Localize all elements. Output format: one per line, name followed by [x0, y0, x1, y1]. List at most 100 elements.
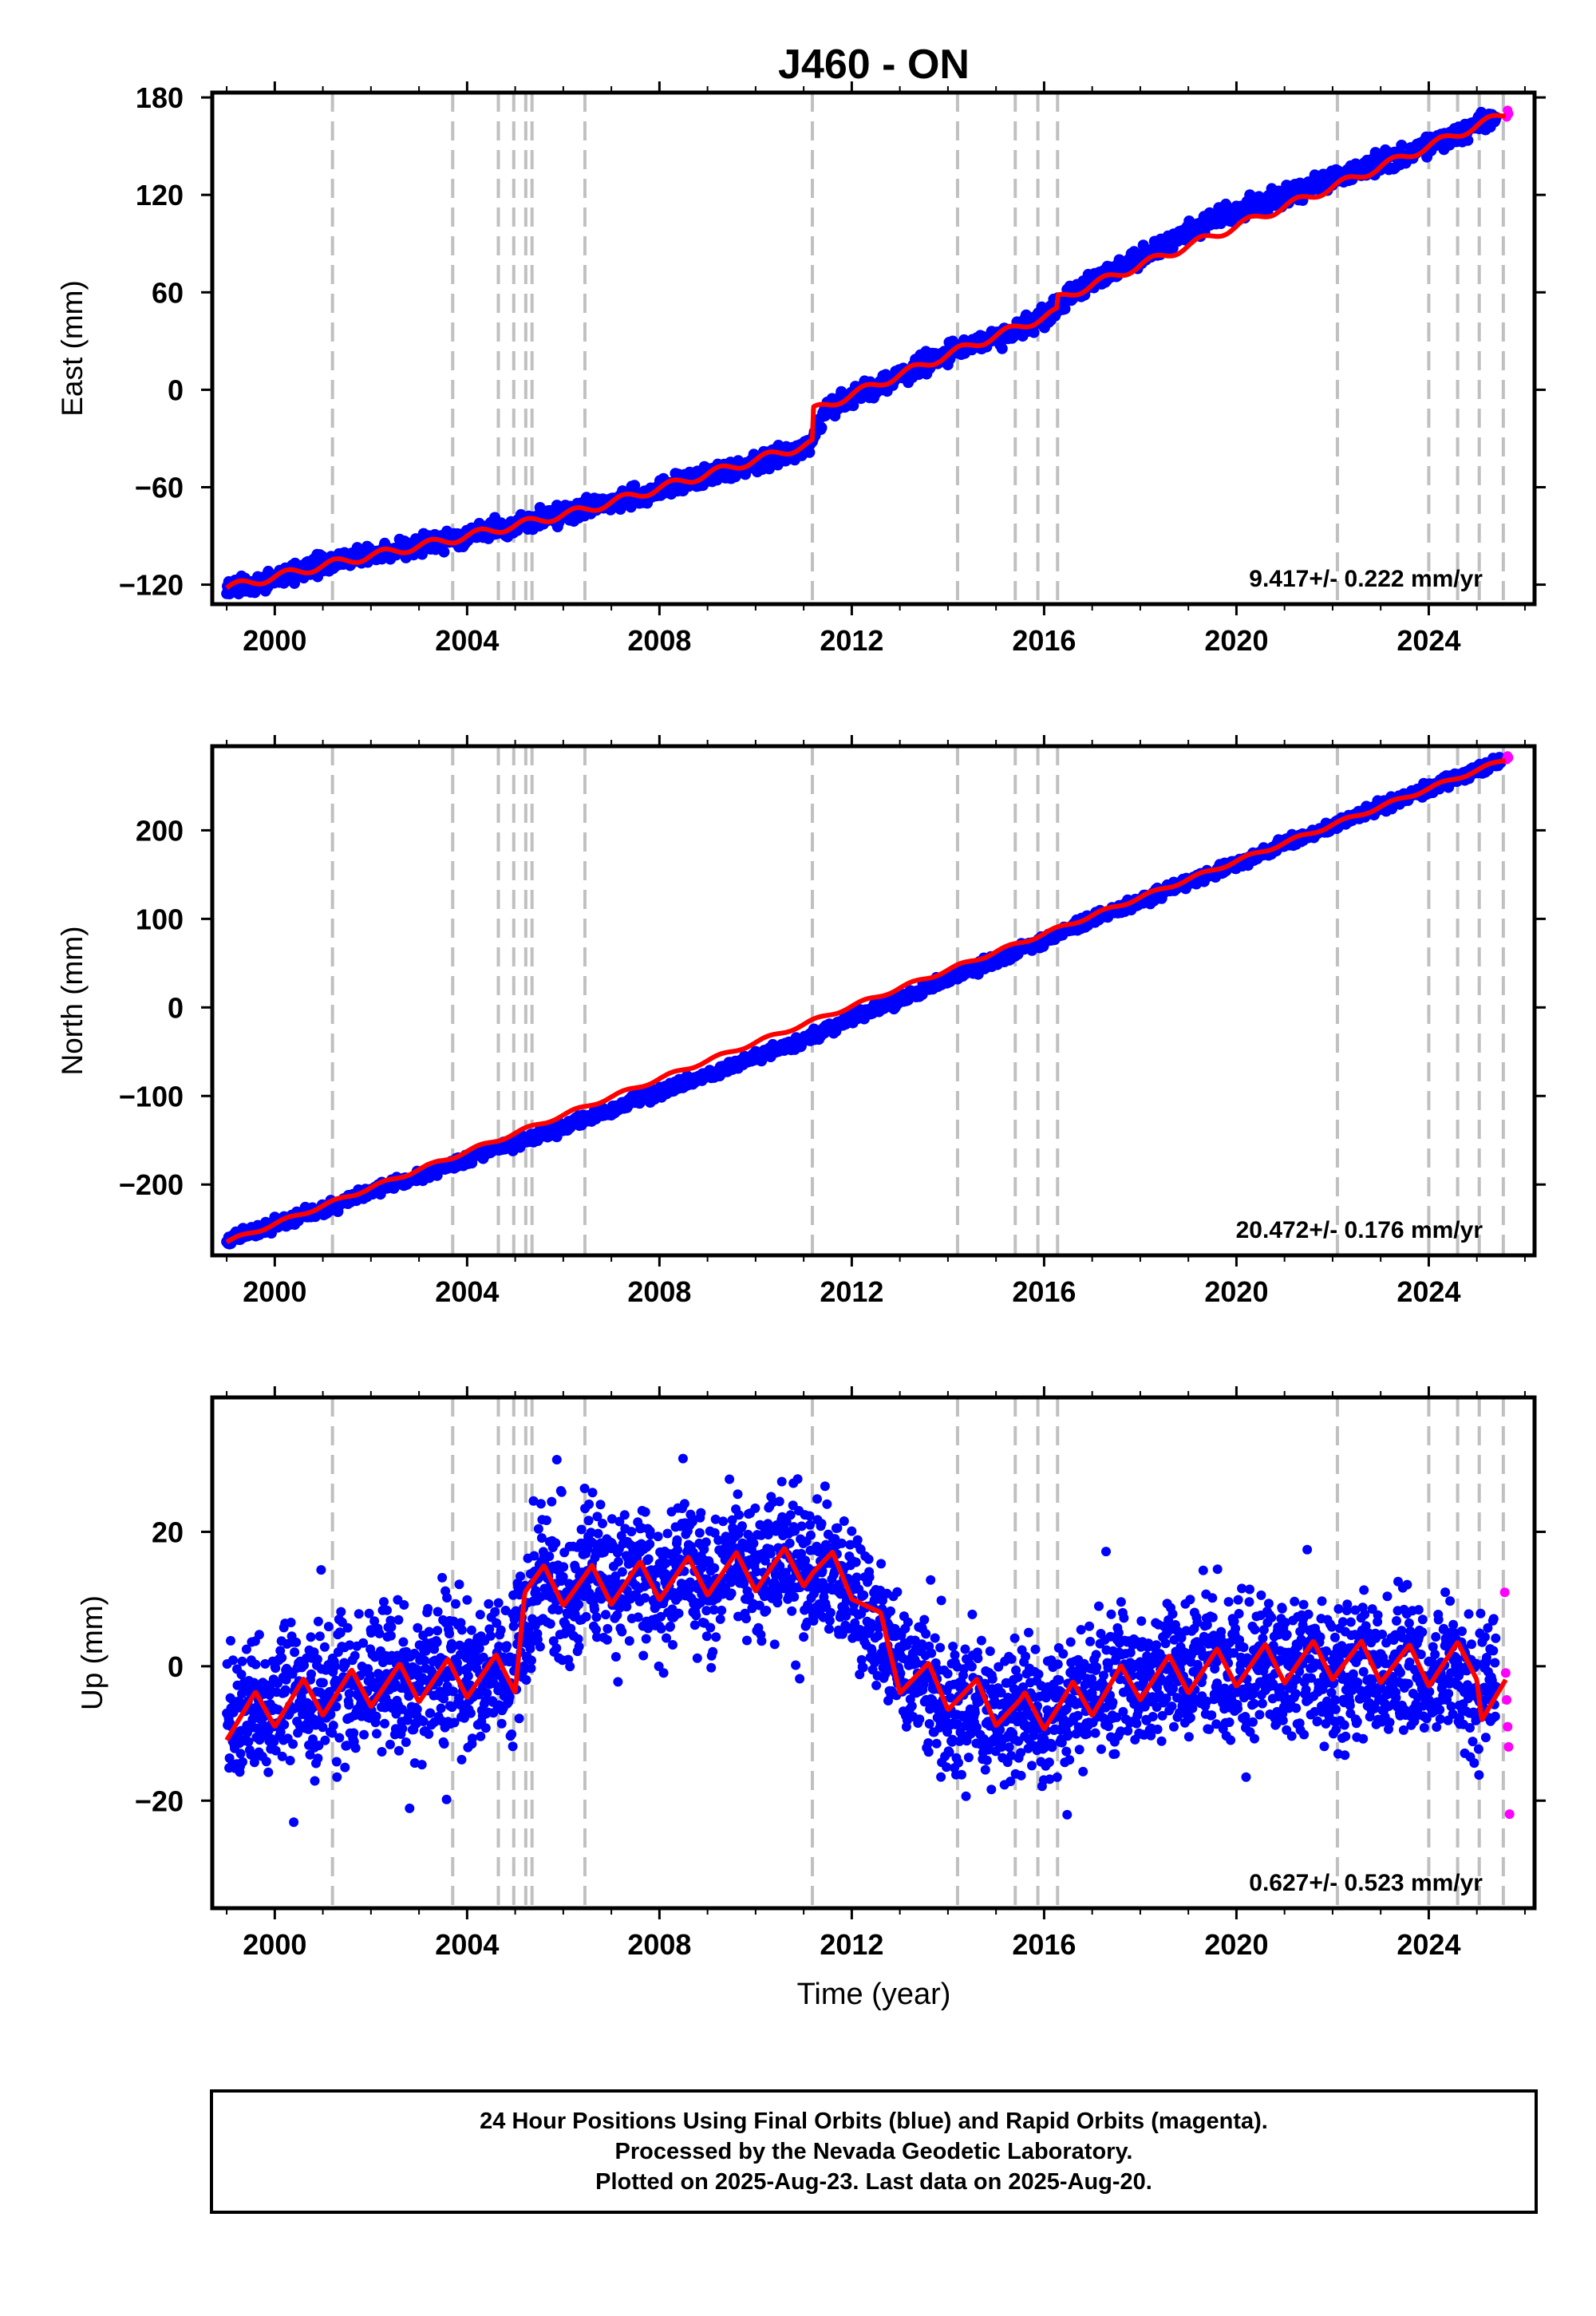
final-orbit-point — [350, 1650, 360, 1661]
final-orbit-point — [502, 1641, 512, 1651]
final-orbit-point — [313, 1616, 323, 1626]
final-orbit-point — [533, 1524, 543, 1534]
final-orbit-point — [277, 1751, 287, 1761]
final-orbit-point — [261, 1757, 271, 1767]
final-orbit-point — [640, 1507, 650, 1517]
final-orbit-point — [456, 1754, 467, 1765]
chart-title: J460 - ON — [778, 41, 970, 88]
final-orbit-point — [454, 1579, 464, 1590]
final-orbit-point — [289, 1817, 299, 1828]
final-orbit-point — [1396, 140, 1408, 151]
final-orbit-point — [442, 1593, 452, 1603]
final-orbit-point — [398, 1637, 409, 1647]
final-orbit-point — [581, 1611, 591, 1622]
final-orbit-point — [638, 1650, 649, 1661]
final-orbit-point — [441, 1794, 452, 1804]
final-orbit-point — [271, 1663, 281, 1674]
final-orbit-point — [401, 1737, 411, 1747]
final-orbit-point — [423, 1603, 433, 1614]
y-axis-label: East (mm) — [56, 280, 89, 417]
plot-area — [221, 751, 1514, 1250]
y-tick-label: 60 — [152, 276, 184, 309]
final-orbit-point — [516, 1571, 525, 1582]
x-tick-label: 2020 — [1204, 1275, 1268, 1308]
final-orbit-point — [595, 1500, 606, 1510]
final-orbit-point — [662, 1528, 673, 1539]
final-orbit-point — [285, 1756, 295, 1765]
final-orbit-point — [293, 1728, 303, 1738]
final-orbit-point — [816, 422, 828, 433]
final-orbit-point — [547, 1496, 557, 1507]
final-orbit-point — [485, 1630, 496, 1641]
final-orbit-point — [613, 1556, 623, 1567]
final-orbit-point — [417, 1760, 427, 1770]
x-tick-label: 2024 — [1396, 1275, 1460, 1308]
final-orbit-point — [475, 1610, 485, 1620]
final-orbit-point — [330, 1661, 340, 1671]
final-orbit-point — [243, 1737, 254, 1747]
final-orbit-point — [619, 1510, 630, 1520]
model-line — [225, 757, 1507, 1244]
final-orbit-point — [323, 1622, 334, 1632]
final-orbit-point — [425, 1708, 436, 1718]
final-orbit-point — [260, 1658, 271, 1669]
final-orbit-point — [424, 1626, 434, 1637]
x-tick-label: 2004 — [435, 1275, 499, 1308]
final-orbit-point — [482, 1688, 492, 1698]
final-orbit-point — [433, 1626, 443, 1636]
final-orbit-point — [235, 1749, 246, 1759]
final-orbit-point — [288, 1739, 298, 1749]
final-orbit-point — [306, 1632, 316, 1642]
final-orbit-point — [332, 1772, 342, 1782]
final-orbit-point — [393, 1614, 404, 1625]
final-orbit-point — [318, 1678, 328, 1688]
final-orbit-point — [405, 1803, 415, 1813]
final-orbit-point — [312, 1654, 322, 1665]
final-orbit-point — [456, 1625, 467, 1635]
final-orbit-point — [640, 1593, 650, 1603]
final-orbit-point — [467, 1733, 477, 1744]
final-orbit-point — [496, 1625, 506, 1635]
final-orbit-point — [610, 1652, 621, 1662]
final-orbit-point — [303, 1724, 314, 1734]
final-orbit-point — [656, 1623, 666, 1634]
final-orbit-point — [484, 1599, 494, 1609]
final-orbit-point — [334, 1733, 345, 1743]
final-orbit-point — [591, 1612, 602, 1622]
model-line — [225, 113, 1507, 591]
final-orbit-point — [291, 1637, 302, 1647]
final-orbit-point — [226, 1635, 235, 1646]
final-orbit-point — [251, 1659, 261, 1670]
final-orbit-point — [598, 1519, 607, 1528]
panel-1: 2000 2004 2008 2012 2016 2020 2024−120−6006012… — [56, 81, 1546, 657]
final-orbit-point — [289, 577, 300, 589]
final-orbit-point — [1462, 134, 1474, 146]
final-orbit-point — [565, 1662, 575, 1672]
final-orbit-point — [658, 1668, 669, 1678]
final-orbit-point — [451, 1599, 460, 1609]
final-orbit-point — [551, 1455, 562, 1464]
final-orbit-point — [602, 1623, 613, 1634]
final-orbit-point — [666, 1621, 675, 1631]
final-orbit-point — [340, 1762, 350, 1773]
final-orbit-point — [602, 1634, 612, 1645]
final-orbit-point — [535, 1499, 546, 1509]
final-orbit-point — [574, 1642, 584, 1652]
final-orbit-point — [359, 1729, 369, 1740]
final-orbit-point — [320, 1735, 330, 1745]
panel-frame — [210, 90, 1537, 607]
final-orbit-point — [996, 342, 1008, 354]
final-orbit-point — [507, 1729, 517, 1739]
final-orbit-point — [584, 1499, 595, 1509]
y-tick-label: 180 — [136, 81, 184, 114]
final-orbit-point — [466, 1625, 476, 1635]
rate-annotation: 9.417+/- 0.222 mm/yr — [1249, 566, 1483, 592]
final-orbit-point — [328, 1721, 338, 1731]
y-tick-label: −120 — [119, 569, 184, 602]
final-orbit-point — [344, 1700, 354, 1710]
final-orbit-point — [397, 1724, 408, 1733]
final-orbit-point — [645, 1539, 655, 1549]
x-tick-label: 2016 — [1012, 1275, 1076, 1308]
